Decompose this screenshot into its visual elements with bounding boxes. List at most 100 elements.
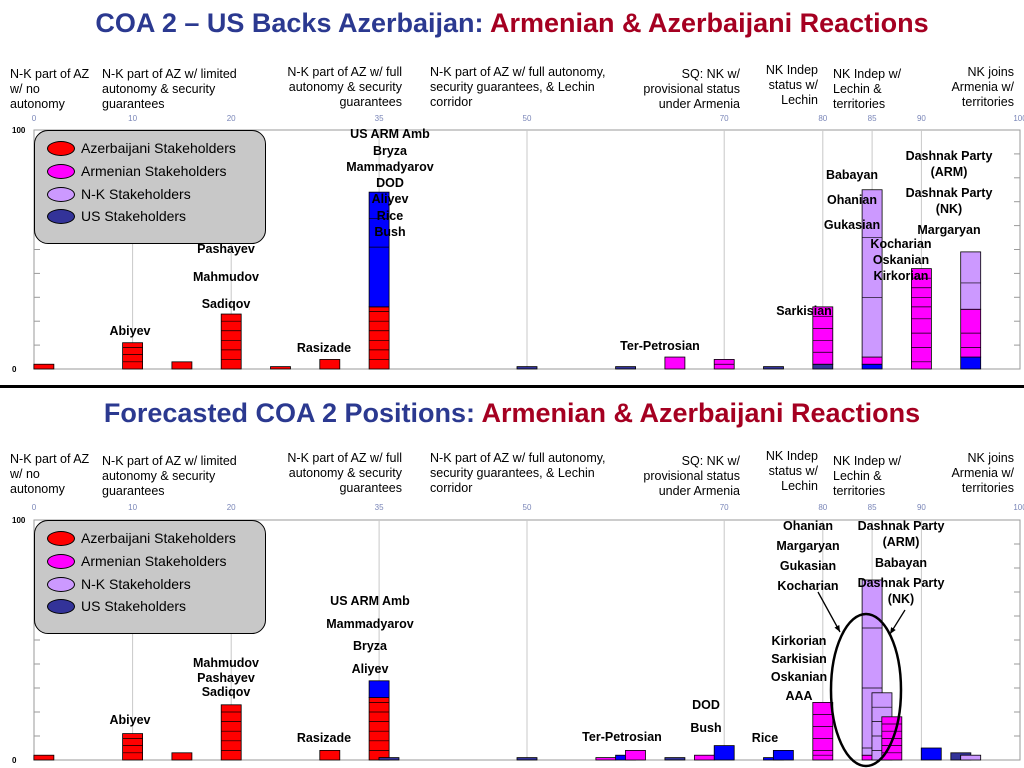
bar-body: [319, 359, 341, 370]
legend-label: Azerbaijani Stakeholders: [81, 530, 236, 546]
x-tick-label: 85: [868, 503, 877, 512]
bar-body: [270, 366, 291, 370]
bar-label: Kocharian: [777, 579, 839, 593]
bar: [270, 366, 291, 370]
bar-body: [122, 733, 143, 761]
y-tick-label: 100: [12, 126, 26, 135]
bar-label: Babayan: [825, 168, 879, 182]
position-header: N-K part of AZ w/ full autonomy & securi…: [287, 65, 402, 109]
bar-body: [664, 757, 686, 761]
legend-swatch: [47, 208, 75, 224]
bar-label: Ter-Petrosian: [620, 339, 700, 353]
bar-body: [220, 704, 242, 761]
x-tick-label: 0: [32, 114, 37, 123]
bar-label: Gukasian: [823, 218, 881, 232]
highlight-ellipse: [829, 612, 903, 768]
bar: [772, 750, 794, 761]
bar-label: Bryza: [352, 639, 388, 653]
legend-swatch: [47, 140, 75, 156]
bar-body: [772, 750, 794, 761]
bar: [122, 342, 143, 370]
position-header: NK joins Armenia w/ territories: [951, 65, 1014, 109]
bar: [664, 757, 686, 761]
x-tick-label: 35: [375, 114, 384, 123]
bar-body: [516, 366, 538, 370]
bar-label: Abiyev: [109, 324, 151, 338]
position-header: N-K part of AZ w/ no autonomy: [10, 67, 90, 111]
position-header: NK joins Armenia w/ territories: [951, 451, 1014, 495]
bar-body: [812, 702, 834, 761]
bar-label: Ohanian: [782, 519, 833, 533]
legend-label: Armenian Stakeholders: [81, 163, 227, 179]
bar-label: Margaryan: [917, 223, 981, 237]
position-header: NK Indep status w/ Lechin: [765, 63, 818, 107]
bar-label: DOD: [692, 698, 720, 712]
bar-body: [220, 313, 242, 370]
bar-label: Bryza: [372, 144, 408, 158]
y-tick-label: 100: [12, 516, 26, 525]
bar-label: Bush: [374, 225, 406, 239]
bar: [812, 702, 834, 761]
x-tick-label: 100: [1013, 503, 1024, 512]
bar-label: Mammadyarov: [326, 617, 414, 631]
x-tick-label: 100: [1013, 114, 1024, 123]
bar: [171, 752, 193, 761]
bar-label: Sarkisian: [776, 304, 832, 318]
bar-label: Ter-Petrosian: [582, 730, 662, 744]
arrow-line: [817, 591, 841, 633]
legend-label: N-K Stakeholders: [81, 576, 191, 592]
bar-body: [171, 361, 193, 370]
legend-label: US Stakeholders: [81, 208, 187, 224]
bar: [911, 268, 932, 370]
x-tick-label: 90: [917, 503, 926, 512]
legend-item: Azerbaijani Stakeholders: [47, 140, 236, 156]
position-header: NK Indep w/ Lechin & territories: [833, 67, 902, 111]
bar-body: [122, 342, 143, 370]
title-prefix: COA 2 – US Backs Azerbaijan:: [95, 8, 490, 38]
bar-body: [960, 754, 982, 761]
bar-body: [516, 757, 538, 761]
bar-label: Sadiqov: [201, 685, 251, 699]
bar: [694, 754, 715, 761]
bar-label: Dashnak Party (NK): [905, 186, 993, 216]
x-tick-label: 80: [818, 114, 827, 123]
bar: [516, 366, 538, 370]
bar-label: Pashayev: [197, 242, 255, 256]
bar-body: [368, 191, 390, 308]
legend-swatch: [47, 186, 75, 202]
chart-top-svg: 0 10 20 35 50 70 80 85 90 100 0 100: [12, 114, 1024, 374]
legend-item: N-K Stakeholders: [47, 186, 191, 202]
arrow-head: [890, 627, 896, 634]
x-tick-label: 10: [128, 114, 137, 123]
legend-item: N-K Stakeholders: [47, 576, 191, 592]
bar-label: Abiyev: [109, 713, 151, 727]
bar-label: Rice: [751, 731, 779, 745]
position-header: N-K part of AZ w/ no autonomy: [10, 452, 90, 496]
bar: [595, 757, 617, 761]
page-title-top: COA 2 – US Backs Azerbaijan: Armenian & …: [0, 8, 1024, 39]
bar-label: Dashnak Party (ARM): [905, 149, 993, 179]
bar-label: Aliyev: [371, 192, 409, 206]
bar-body: [368, 680, 390, 698]
bar-label: Gukasian: [779, 559, 837, 573]
bar-label: Rasizade: [296, 731, 352, 745]
bar: [812, 306, 834, 365]
bar-label: Sarkisian: [771, 652, 827, 666]
chart-top: 0 10 20 35 50 70 80 85 90 100 0 100 Azerbaijani Sta…: [0, 0, 1024, 380]
legend-swatch: [47, 163, 75, 179]
bar: [220, 704, 242, 761]
bar: [664, 356, 686, 370]
bar-label: Pashayev: [197, 671, 255, 685]
position-header: N-K part of AZ w/ full autonomy, securit…: [430, 65, 606, 109]
bar-body: [812, 306, 834, 365]
bar-label: Bush: [690, 721, 722, 735]
title-suffix: Armenian & Azerbaijani Reactions: [490, 8, 929, 38]
bar-label: DOD: [376, 176, 404, 190]
x-tick-label: 90: [917, 114, 926, 123]
bar-label: Babayan: [874, 556, 928, 570]
bar-body: [713, 745, 735, 761]
bar: [33, 363, 55, 370]
x-tick-label: 70: [720, 503, 729, 512]
page-title-bottom: Forecasted COA 2 Positions: Armenian & A…: [0, 398, 1024, 429]
legend-top: Azerbaijani Stakeholders Armenian Stakeh…: [34, 130, 266, 244]
